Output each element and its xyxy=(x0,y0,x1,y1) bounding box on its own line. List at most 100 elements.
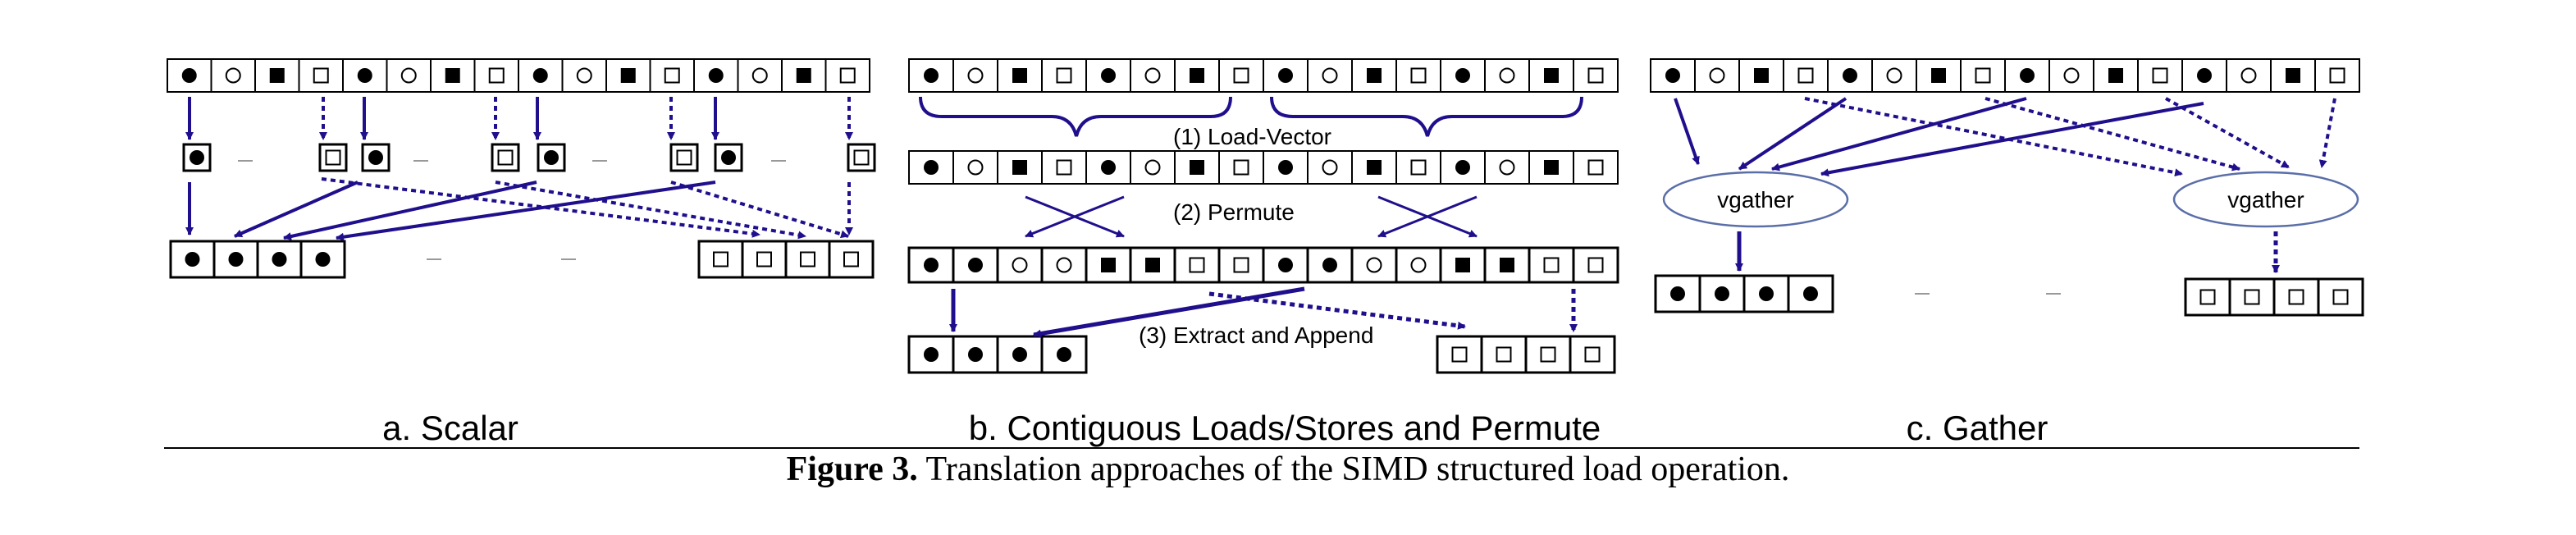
filled-square-glyph xyxy=(796,68,811,83)
vgather-ellipse-right xyxy=(2172,171,2359,228)
element-cell xyxy=(1524,335,1572,374)
filled-circle-glyph xyxy=(190,150,204,165)
load-vector-brace-right xyxy=(1270,96,1583,137)
scalar-element-6 xyxy=(714,143,743,172)
filled-square-glyph xyxy=(1455,258,1470,272)
filled-square-glyph xyxy=(620,68,636,83)
step-extract-append-label: (3) Extract and Append xyxy=(1139,322,1373,348)
element-cell xyxy=(1218,58,1264,93)
open-circle-glyph xyxy=(1056,257,1072,273)
open-square-glyph xyxy=(713,251,728,268)
scalar-element-3 xyxy=(491,143,520,172)
filled-circle-glyph xyxy=(968,347,983,362)
open-circle-glyph xyxy=(1499,159,1515,176)
open-circle-glyph xyxy=(1499,67,1515,84)
open-square-glyph xyxy=(2152,67,2168,84)
element-cell xyxy=(1573,150,1619,185)
element-cell xyxy=(1827,58,1873,93)
filled-square-glyph xyxy=(1367,68,1382,83)
open-square-glyph xyxy=(676,149,692,166)
filled-square-glyph xyxy=(1101,258,1116,272)
filled-square-glyph xyxy=(1012,68,1027,83)
panel-a-title: a. Scalar xyxy=(382,409,518,447)
open-square-glyph xyxy=(1496,346,1512,363)
open-circle-glyph xyxy=(1322,67,1338,84)
scalar-store-arrow-2 xyxy=(283,181,537,240)
element-cell xyxy=(210,58,256,93)
element-cell xyxy=(491,143,520,172)
open-circle-glyph xyxy=(400,67,417,84)
element-cell xyxy=(1871,58,1917,93)
load-vector-right xyxy=(1263,150,1619,185)
gather-left-arrow-1 xyxy=(1738,97,1848,171)
vgather-ellipse-left xyxy=(1662,171,1849,228)
scalar-store-arrow-1 xyxy=(234,181,359,238)
filled-square-glyph xyxy=(1500,258,1514,272)
filled-circle-glyph xyxy=(924,258,939,272)
filled-circle-glyph xyxy=(1278,258,1293,272)
filled-circle-glyph xyxy=(1101,160,1116,175)
element-cell xyxy=(828,240,875,279)
element-cell xyxy=(1480,335,1528,374)
open-square-glyph xyxy=(1797,67,1814,84)
element-cell xyxy=(669,143,699,172)
open-circle-glyph xyxy=(1709,67,1725,84)
scalar-element-4 xyxy=(537,143,566,172)
open-square-glyph xyxy=(664,67,680,84)
open-square-glyph xyxy=(2244,289,2260,305)
element-cell xyxy=(1569,335,1616,374)
contiguous-output-filled xyxy=(907,335,1088,374)
contiguous-input-vector xyxy=(908,58,1619,93)
filled-circle-glyph xyxy=(1322,258,1337,272)
contiguous-output-open xyxy=(1436,335,1616,374)
element-cell xyxy=(1573,58,1619,93)
open-square-glyph xyxy=(1233,159,1249,176)
element-cell xyxy=(1783,58,1829,93)
vgather-label-right: vgather xyxy=(2227,187,2304,213)
element-cell xyxy=(697,240,744,279)
element-cell xyxy=(649,58,695,93)
filled-square-glyph xyxy=(1190,68,1204,83)
element-cell xyxy=(1960,58,2006,93)
filled-square-glyph xyxy=(1012,160,1027,175)
caption-text: Translation approaches of the SIMD struc… xyxy=(925,450,1790,488)
scalar-element-5 xyxy=(669,143,699,172)
filled-circle-glyph xyxy=(1101,68,1116,83)
element-cell xyxy=(1130,58,1176,93)
open-circle-glyph xyxy=(225,67,241,84)
gather-input-vector xyxy=(1650,58,2360,93)
element-cell xyxy=(737,58,783,93)
element-cell xyxy=(1395,246,1442,284)
open-square-glyph xyxy=(839,67,856,84)
caption-label: Figure 3. xyxy=(786,450,918,488)
element-cell xyxy=(167,58,212,93)
filled-circle-glyph xyxy=(721,150,736,165)
filled-circle-glyph xyxy=(2020,68,2035,83)
open-circle-glyph xyxy=(1410,257,1427,273)
open-square-glyph xyxy=(1233,257,1249,273)
element-cell xyxy=(741,240,788,279)
gather-left-arrow-0 xyxy=(1674,98,1700,165)
vgather-label-left: vgather xyxy=(1717,187,1793,213)
figure-caption: Figure 3. Translation approaches of the … xyxy=(0,450,2576,489)
open-square-glyph xyxy=(1056,67,1072,84)
gather-right-arrow-2 xyxy=(2165,97,2290,169)
element-cell xyxy=(1484,58,1530,93)
open-circle-glyph xyxy=(967,159,984,176)
filled-circle-glyph xyxy=(1012,347,1027,362)
filled-circle-glyph xyxy=(1455,68,1470,83)
element-cell xyxy=(847,143,876,172)
permuted-vector-left xyxy=(907,246,1265,284)
open-square-glyph xyxy=(1410,159,1427,176)
element-cell xyxy=(952,150,998,185)
filled-circle-glyph xyxy=(315,252,331,267)
element-cell xyxy=(2228,277,2276,317)
filled-circle-glyph xyxy=(1278,68,1293,83)
element-cell xyxy=(1528,246,1575,284)
filled-square-glyph xyxy=(1367,160,1382,175)
filled-circle-glyph xyxy=(181,68,197,83)
element-cell xyxy=(1041,58,1087,93)
element-cell xyxy=(1440,58,1486,93)
element-cell xyxy=(1350,246,1398,284)
